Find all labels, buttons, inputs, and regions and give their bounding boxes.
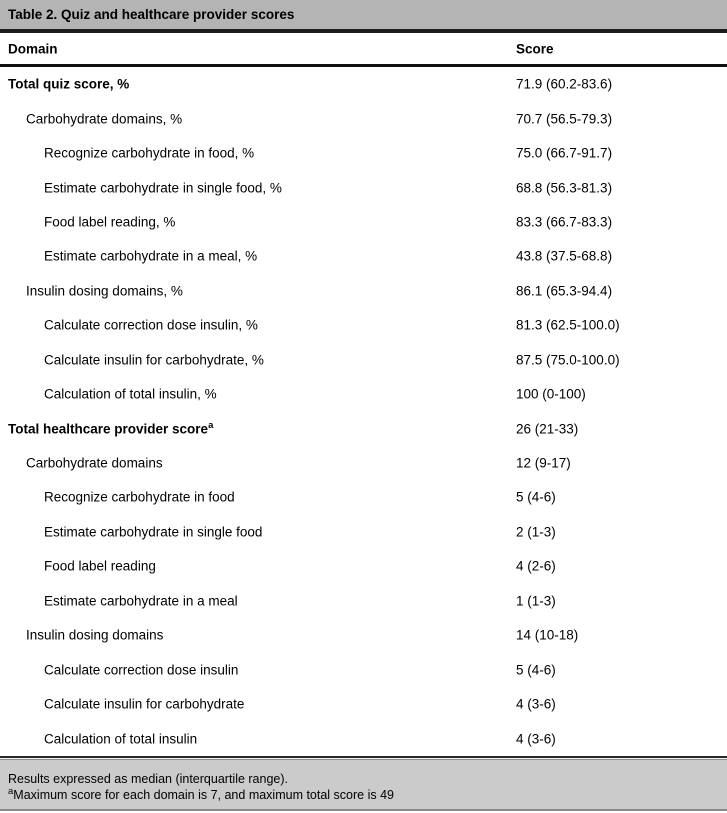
table-footnotes: Results expressed as median (interquarti… [0,764,727,811]
column-header-row: Domain Score [0,33,727,67]
domain-cell: Calculate correction dose insulin [44,662,239,678]
table-row: Estimate carbohydrate in single food, % … [0,170,727,204]
score-cell: 2 (1-3) [516,524,556,540]
table-row: Estimate carbohydrate in a meal, % 43.8 … [0,239,727,273]
domain-cell: Calculation of total insulin, % [44,386,217,402]
footnote-superscript-a: a [8,785,14,797]
score-cell: 12 (9-17) [516,455,571,471]
domain-cell: Insulin dosing domains [26,627,164,643]
score-cell: 43.8 (37.5-68.8) [516,248,613,264]
domain-cell: Carbohydrate domains, % [26,111,183,127]
score-cell: 81.3 (62.5-100.0) [516,317,620,333]
score-cell: 87.5 (75.0-100.0) [516,352,620,368]
domain-cell: Estimate carbohydrate in single food [44,524,263,540]
table-body: Total quiz score, % 71.9 (60.2-83.6) Car… [0,67,727,756]
score-cell: 4 (3-6) [516,731,556,747]
column-header-domain: Domain [8,41,58,56]
score-cell: 26 (21-33) [516,421,579,437]
footnote-max-score-text: Maximum score for each domain is 7, and … [13,788,394,802]
score-cell: 1 (1-3) [516,593,556,609]
score-cell: 4 (3-6) [516,696,556,712]
domain-cell: Total healthcare provider scorea [8,419,214,437]
table-row: Calculate insulin for carbohydrate 4 (3-… [0,687,727,721]
domain-cell: Calculate insulin for carbohydrate, % [44,352,264,368]
table-row: Recognize carbohydrate in food 5 (4-6) [0,480,727,514]
column-header-score: Score [516,41,554,56]
table-row: Food label reading, % 83.3 (66.7-83.3) [0,205,727,239]
table-row: Carbohydrate domains 12 (9-17) [0,446,727,480]
table-title: Table 2. Quiz and healthcare provider sc… [8,7,295,22]
score-cell: 5 (4-6) [516,489,556,505]
score-cell: 86.1 (65.3-94.4) [516,283,613,299]
table-row: Calculate correction dose insulin 5 (4-6… [0,652,727,686]
domain-cell: Calculate correction dose insulin, % [44,317,258,333]
bottom-double-rule [0,756,727,764]
domain-cell: Recognize carbohydrate in food, % [44,145,255,161]
score-cell: 14 (10-18) [516,627,579,643]
domain-cell: Food label reading [44,558,156,574]
table-row: Total quiz score, % 71.9 (60.2-83.6) [0,67,727,101]
table-row: Insulin dosing domains, % 86.1 (65.3-94.… [0,274,727,308]
domain-cell: Food label reading, % [44,214,176,230]
domain-cell: Calculation of total insulin [44,731,198,747]
score-cell: 5 (4-6) [516,662,556,678]
table-row: Total healthcare provider scorea 26 (21-… [0,411,727,445]
score-cell: 100 (0-100) [516,386,586,402]
table-row: Insulin dosing domains 14 (10-18) [0,618,727,652]
table-row: Calculation of total insulin, % 100 (0-1… [0,377,727,411]
score-cell: 70.7 (56.5-79.3) [516,111,613,127]
table-row: Food label reading 4 (2-6) [0,549,727,583]
score-cell: 83.3 (66.7-83.3) [516,214,613,230]
table-row: Estimate carbohydrate in single food 2 (… [0,515,727,549]
score-cell: 75.0 (66.7-91.7) [516,145,613,161]
table-row: Estimate carbohydrate in a meal 1 (1-3) [0,584,727,618]
domain-cell: Recognize carbohydrate in food [44,489,235,505]
table-row: Carbohydrate domains, % 70.7 (56.5-79.3) [0,101,727,135]
score-cell: 4 (2-6) [516,558,556,574]
table-row: Calculation of total insulin 4 (3-6) [0,721,727,755]
domain-cell: Estimate carbohydrate in a meal [44,593,238,609]
domain-cell: Carbohydrate domains [26,455,163,471]
score-cell: 71.9 (60.2-83.6) [516,76,613,92]
domain-cell: Calculate insulin for carbohydrate [44,696,245,712]
domain-cell: Estimate carbohydrate in single food, % [44,180,282,196]
table-row: Recognize carbohydrate in food, % 75.0 (… [0,136,727,170]
domain-cell: Estimate carbohydrate in a meal, % [44,248,258,264]
table-row: Calculate correction dose insulin, % 81.… [0,308,727,342]
domain-cell: Total quiz score, % [8,76,130,92]
footnote-median: Results expressed as median (interquarti… [8,772,288,786]
domain-cell: Insulin dosing domains, % [26,283,183,299]
footnote-max-score: aMaximum score for each domain is 7, and… [8,787,717,803]
table-title-bar: Table 2. Quiz and healthcare provider sc… [0,0,727,33]
table-row: Calculate insulin for carbohydrate, % 87… [0,343,727,377]
score-cell: 68.8 (56.3-81.3) [516,180,613,196]
